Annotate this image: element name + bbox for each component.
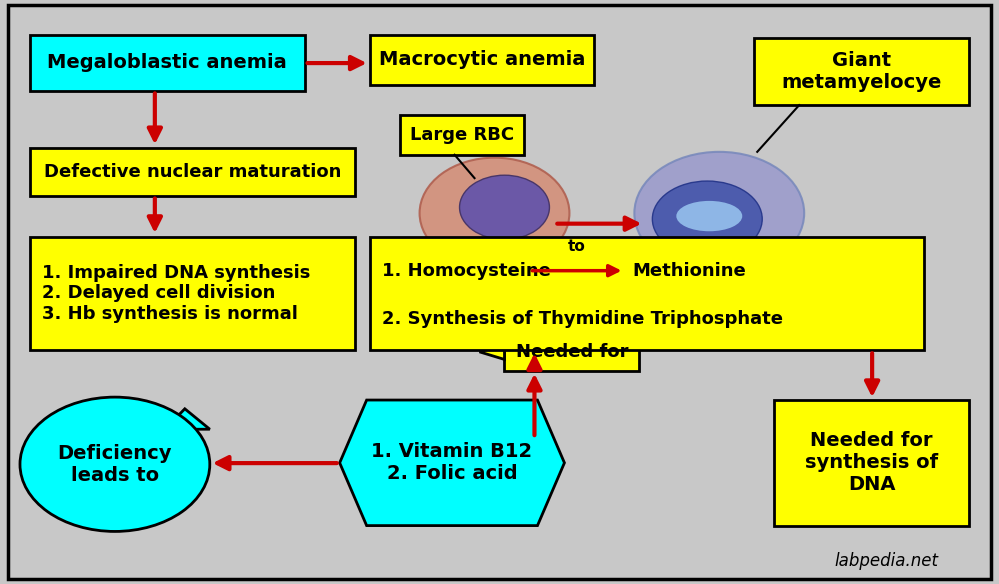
Text: 1. Homocysteine: 1. Homocysteine: [382, 262, 550, 280]
Text: Methionine: Methionine: [632, 262, 746, 280]
Text: labpedia.net: labpedia.net: [834, 552, 938, 569]
Polygon shape: [165, 409, 210, 429]
Text: Needed for
synthesis of
DNA: Needed for synthesis of DNA: [805, 432, 938, 494]
Text: Deficiency
leads to: Deficiency leads to: [58, 444, 172, 485]
FancyBboxPatch shape: [30, 237, 355, 350]
Polygon shape: [340, 400, 564, 526]
FancyBboxPatch shape: [504, 333, 639, 371]
Ellipse shape: [420, 158, 569, 269]
FancyBboxPatch shape: [30, 148, 355, 196]
Text: 1. Vitamin B12
2. Folic acid: 1. Vitamin B12 2. Folic acid: [372, 442, 532, 484]
FancyBboxPatch shape: [400, 115, 524, 155]
Text: Needed for: Needed for: [515, 343, 628, 361]
FancyBboxPatch shape: [370, 237, 924, 350]
Text: Giant
metamyelocye: Giant metamyelocye: [781, 51, 942, 92]
Ellipse shape: [460, 175, 549, 239]
Ellipse shape: [634, 152, 804, 274]
Text: Large RBC: Large RBC: [410, 126, 514, 144]
Text: to: to: [568, 239, 585, 255]
FancyBboxPatch shape: [774, 400, 969, 526]
FancyBboxPatch shape: [8, 5, 991, 579]
Polygon shape: [480, 345, 504, 360]
Text: Defective nuclear maturation: Defective nuclear maturation: [44, 163, 341, 180]
Text: Macrocytic anemia: Macrocytic anemia: [379, 50, 585, 69]
FancyBboxPatch shape: [30, 35, 305, 91]
Ellipse shape: [676, 201, 742, 231]
Ellipse shape: [20, 397, 210, 531]
Text: Megaloblastic anemia: Megaloblastic anemia: [48, 53, 287, 72]
FancyBboxPatch shape: [754, 38, 969, 105]
FancyBboxPatch shape: [370, 35, 594, 85]
Text: 2. Synthesis of Thymidine Triphosphate: 2. Synthesis of Thymidine Triphosphate: [382, 310, 782, 328]
Ellipse shape: [652, 181, 762, 257]
Text: 1. Impaired DNA synthesis
2. Delayed cell division
3. Hb synthesis is normal: 1. Impaired DNA synthesis 2. Delayed cel…: [42, 263, 311, 324]
